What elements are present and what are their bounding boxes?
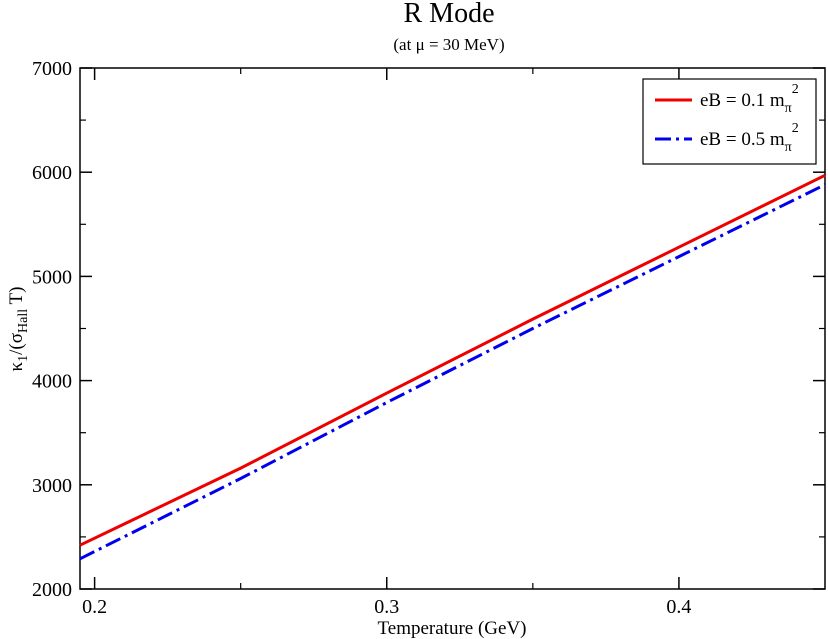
legend-sup-series-2: 2 [792, 121, 799, 136]
y-tick-label: 4000 [32, 371, 72, 393]
series-layer [79, 173, 826, 561]
subtitle-suffix: = 30 MeV) [425, 35, 505, 54]
y-axis-label: κ1/(σHall T) [6, 287, 31, 372]
legend-name-series-1: eB = 0.1 m [700, 90, 785, 111]
y-tick-label: 7000 [32, 58, 72, 80]
x-tick-label: 0.2 [82, 596, 107, 618]
series-line-1 [79, 173, 826, 547]
y-label-kappa-sub: 1 [16, 355, 31, 362]
subtitle-prefix: (at [393, 35, 415, 54]
y-tick-label: 5000 [32, 266, 72, 288]
y-label-mid: /(σ [6, 333, 27, 355]
chart-title: R Mode [404, 0, 495, 29]
series-line-2 [79, 183, 826, 561]
y-tick-label: 6000 [32, 162, 72, 184]
y-label-kappa: κ [6, 361, 27, 371]
subtitle-mu: μ [416, 35, 425, 54]
legend-label-series-1: eB = 0.1 mπ2 [700, 82, 799, 116]
legend-sup-series-1: 2 [792, 82, 799, 97]
y-label-sigma-sub: Hall [16, 309, 31, 333]
x-axis-label: Temperature (GeV) [377, 618, 526, 639]
chart-subtitle: (at μ = 30 MeV) [393, 35, 504, 54]
legend-sub-series-1: π [785, 101, 792, 116]
y-tick-label: 3000 [32, 475, 72, 497]
legend: eB = 0.1 mπ2 eB = 0.5 mπ2 [642, 78, 817, 165]
legend-box [642, 78, 817, 165]
x-ticks: 0.2 0.3 0.4 [82, 68, 691, 618]
legend-name-series-2: eB = 0.5 m [700, 129, 785, 150]
y-tick-label: 2000 [32, 579, 72, 601]
legend-label-series-2: eB = 0.5 mπ2 [700, 121, 799, 155]
y-ticks: 2000 3000 4000 5000 6000 7000 [32, 58, 825, 601]
x-tick-label: 0.4 [666, 596, 691, 618]
y-label-end: T) [6, 287, 27, 309]
x-tick-label: 0.3 [374, 596, 399, 618]
legend-sub-series-2: π [785, 140, 792, 155]
